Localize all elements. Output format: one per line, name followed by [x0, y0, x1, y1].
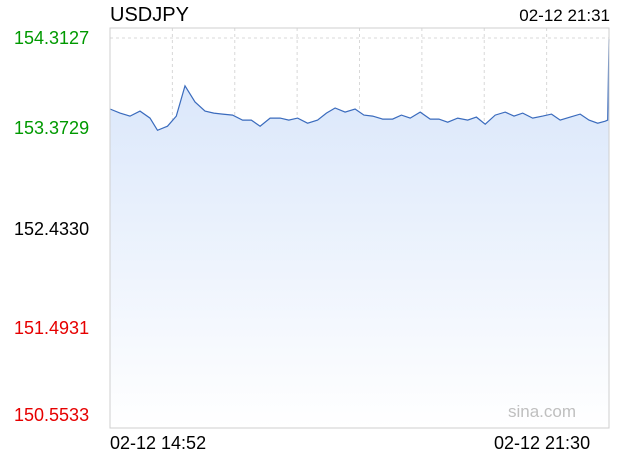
x-label-start: 02-12 14:52	[110, 433, 207, 453]
price-line	[109, 39, 610, 132]
plot-frame	[109, 27, 610, 429]
y-tick-label-max: 154.3127	[14, 28, 90, 48]
symbol-title: USDJPY	[110, 4, 189, 26]
y-tick-label-reference: 152.4330	[14, 219, 90, 239]
last-update-timestamp: 02-12 21:31	[519, 6, 610, 25]
price-area	[110, 39, 609, 429]
y-tick-label-lower: 151.4931	[14, 318, 90, 338]
x-label-end: 02-12 21:30	[494, 433, 591, 453]
y-tick-label-min: 150.5533	[14, 405, 90, 425]
y-tick-label-upper: 153.3729	[14, 118, 90, 138]
source-watermark: sina.com	[508, 402, 577, 421]
